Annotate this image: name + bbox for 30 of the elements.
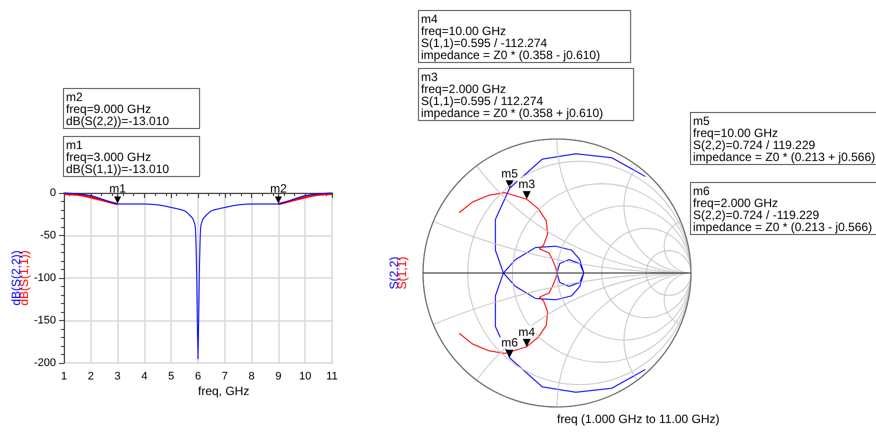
text: m3 xyxy=(518,177,536,192)
x-tick-label: 11 xyxy=(326,370,338,382)
annotation: m1 xyxy=(109,182,126,196)
text: m4 freq=10.00 GHz S(1,1)=0.595 / -112.274 impedance = Z0 * (0.358 - j0.610) xyxy=(421,12,600,62)
text: m1 freq=3.000 GHz dB(S(1,1))=-13.010 xyxy=(66,138,170,176)
text: m5 freq=10.00 GHz S(2,2)=0.724 / 119.229 impedance = Z0 * (0.213 + j0.566) xyxy=(693,114,876,164)
x-tick-label: 10 xyxy=(299,370,312,382)
x-tick-label: 9 xyxy=(275,370,282,382)
y-tick-label: -100 xyxy=(34,272,56,284)
text: m2 freq=9.000 GHz dB(S(2,2))=-13.010 xyxy=(66,90,170,128)
text: m3 freq=2.000 GHz S(1,1)=0.595 / 112.274 impedance = Z0 * (0.358 + j0.610) xyxy=(421,70,604,120)
y-tick-label: -150 xyxy=(34,314,56,326)
x-tick-label: 5 xyxy=(168,370,174,382)
x-tick-label: 7 xyxy=(222,370,228,382)
x-axis-title: freq, GHz xyxy=(198,384,250,398)
text: m5 xyxy=(501,166,518,180)
x-tick-label: 1 xyxy=(60,370,68,382)
y-tick-label: -200 xyxy=(34,357,56,369)
x-tick-label: 8 xyxy=(248,370,255,382)
text: m6 freq=2.000 GHz S(2,2)=0.724 / -119.229 impedance = Z0 * (0.213 - j0.566) xyxy=(693,184,872,234)
x-tick-label: 4 xyxy=(141,370,148,382)
y-tick-label: 0 xyxy=(50,187,56,199)
y-tick-label: -50 xyxy=(40,230,56,242)
annotation: m2 xyxy=(270,182,288,196)
text: freq (1.000 GHz to 11.00 GHz) xyxy=(557,412,720,426)
text: m4 xyxy=(518,324,536,339)
x-tick-label: 2 xyxy=(88,370,94,382)
x-tick-label: 6 xyxy=(194,370,202,382)
x-tick-label: 3 xyxy=(114,370,121,382)
text: m6 xyxy=(501,336,518,350)
